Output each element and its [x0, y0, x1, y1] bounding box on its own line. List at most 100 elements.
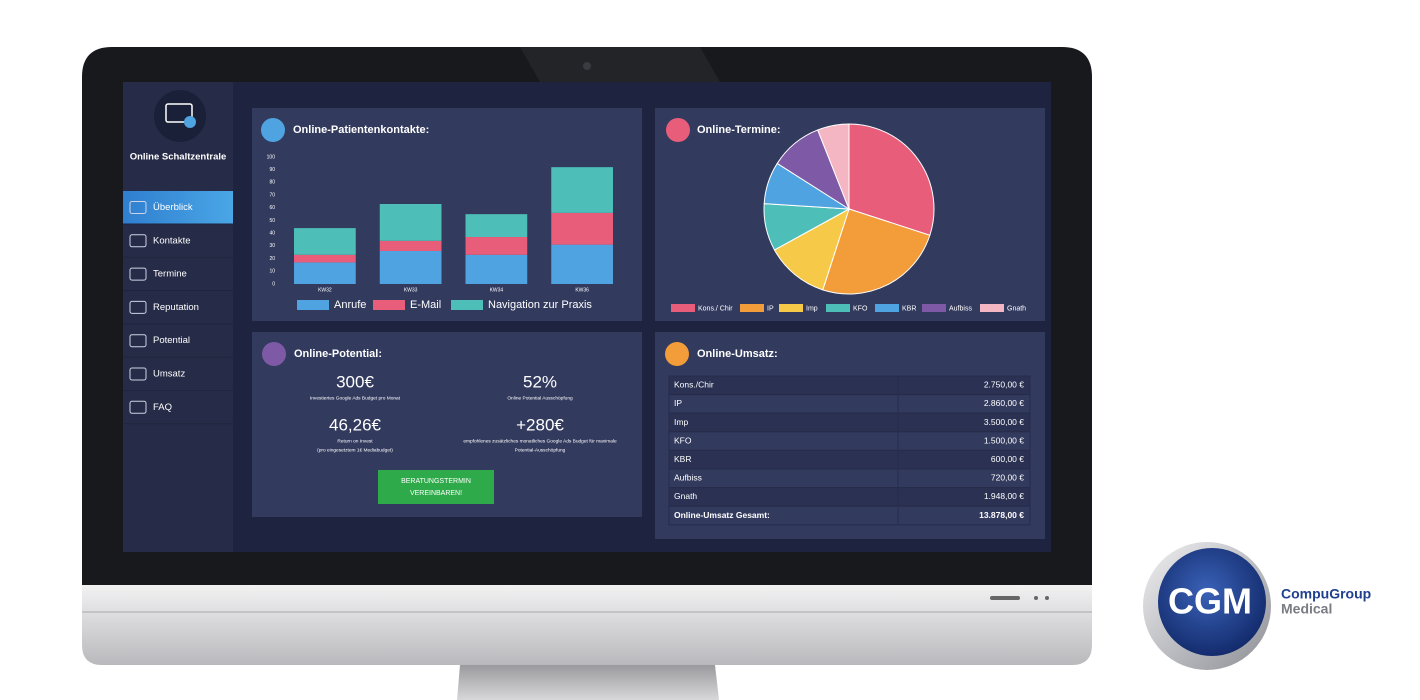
legend-label: Kons./ Chir [698, 305, 733, 312]
nav-icon [129, 234, 147, 248]
legend-swatch [373, 300, 405, 310]
metric-label: Return on Invest [337, 438, 373, 444]
bar-segment [465, 237, 528, 255]
panel-icon [262, 342, 286, 366]
nav-item[interactable]: Potential [153, 335, 190, 346]
y-tick-label: 50 [269, 218, 275, 224]
nav-item[interactable]: Überblick [153, 202, 193, 213]
table-cell: Kons./Chir [674, 380, 714, 390]
nav-item[interactable]: Umsatz [153, 369, 185, 380]
metric-value: 52% [523, 372, 557, 391]
bar-segment [551, 244, 613, 284]
camera [583, 62, 591, 70]
panel-icon [261, 118, 285, 142]
legend-swatch [875, 304, 899, 312]
metric-label: Online Potential Ausschöpfung [507, 395, 573, 401]
bar-segment [465, 214, 528, 238]
table-row [668, 375, 1031, 396]
bar-segment [294, 262, 356, 284]
nav-icon [129, 300, 147, 314]
table-cell: KBR [674, 454, 691, 464]
table-row [668, 394, 1031, 414]
table-row [668, 505, 1031, 526]
legend-swatch [779, 304, 803, 312]
nav-icon [129, 201, 147, 214]
bar-segment [379, 203, 442, 241]
bar-segment [465, 254, 528, 284]
table-cell: 600,00 € [991, 454, 1024, 464]
x-tick-label: KW33 [404, 287, 418, 293]
panel-icon [666, 118, 690, 142]
table-cell: KFO [674, 435, 692, 445]
y-tick-label: 90 [269, 167, 275, 173]
y-tick-label: 70 [269, 192, 275, 198]
metric-label: Potential-Ausschöpfung [515, 447, 566, 453]
table-cell: 1.948,00 € [984, 491, 1024, 501]
metric-value: 46,26€ [329, 415, 382, 434]
legend-label: Navigation zur Praxis [488, 299, 592, 311]
legend-label: Aufbiss [949, 305, 972, 312]
y-tick-label: 0 [272, 281, 275, 287]
app-logo [154, 90, 206, 142]
nav-item[interactable]: Kontakte [153, 235, 191, 246]
cta-button-label[interactable]: BERATUNGSTERMIN [401, 478, 471, 485]
bezel-shine [520, 47, 720, 82]
nav-active [123, 191, 233, 224]
table-cell: 2.750,00 € [984, 380, 1024, 390]
app-logo-icon [165, 103, 193, 123]
y-tick-label: 100 [267, 154, 276, 160]
legend-label: IP [767, 305, 774, 312]
metric-label: Investiertes Google Ads Budget pro Monat [310, 395, 401, 401]
nav-icon [129, 334, 147, 348]
nav-icon [129, 367, 147, 381]
nav-item[interactable]: Reputation [153, 302, 199, 313]
indicator [1045, 596, 1049, 600]
panel-title: Online-Patientenkontakte: [293, 124, 429, 136]
cta-button[interactable] [378, 470, 494, 504]
table-cell: 2.860,00 € [984, 398, 1024, 408]
x-tick-label: KW36 [575, 287, 589, 293]
bar-segment [294, 254, 356, 263]
legend-swatch [297, 300, 329, 310]
indicator [1034, 596, 1038, 600]
legend-swatch [980, 304, 1004, 312]
indicator [990, 596, 1020, 600]
nav-item[interactable]: Termine [153, 269, 187, 280]
pie-slice [822, 208, 931, 295]
bar-segment [294, 228, 356, 255]
y-tick-label: 20 [269, 256, 275, 262]
legend-swatch [826, 304, 850, 312]
legend-label: E-Mail [410, 299, 441, 311]
table-cell: 720,00 € [991, 473, 1024, 483]
legend-label: KBR [902, 305, 916, 312]
legend-swatch [451, 300, 483, 310]
y-tick-label: 40 [269, 231, 275, 237]
bar-segment [379, 250, 442, 284]
table-cell: 3.500,00 € [984, 417, 1024, 427]
legend-label: Imp [806, 305, 818, 312]
y-tick-label: 80 [269, 180, 275, 186]
nav-item[interactable]: FAQ [153, 402, 172, 413]
monitor-stand [457, 665, 719, 700]
brand-logo [1158, 548, 1266, 656]
pie-slice [848, 123, 935, 236]
x-tick-label: KW32 [318, 287, 332, 293]
panel-title: Online-Potential: [294, 348, 382, 360]
legend-label: Gnath [1007, 305, 1026, 312]
panel-title: Online-Umsatz: [697, 348, 778, 360]
table-cell: Imp [674, 417, 688, 427]
metric-value: +280€ [516, 415, 564, 434]
app-title: Online Schaltzentrale [130, 152, 227, 163]
x-tick-label: KW34 [490, 287, 504, 293]
table-row [668, 431, 1031, 451]
brand-logo-text: CGM [1168, 581, 1252, 622]
table-cell: IP [674, 398, 682, 408]
brand-name: CompuGroup [1281, 586, 1371, 602]
metric-value: 300€ [336, 372, 374, 391]
nav-icon [129, 400, 147, 414]
table-row [668, 487, 1031, 507]
legend-label: Anrufe [334, 299, 366, 311]
cta-button-label[interactable]: VEREINBAREN! [410, 490, 462, 497]
